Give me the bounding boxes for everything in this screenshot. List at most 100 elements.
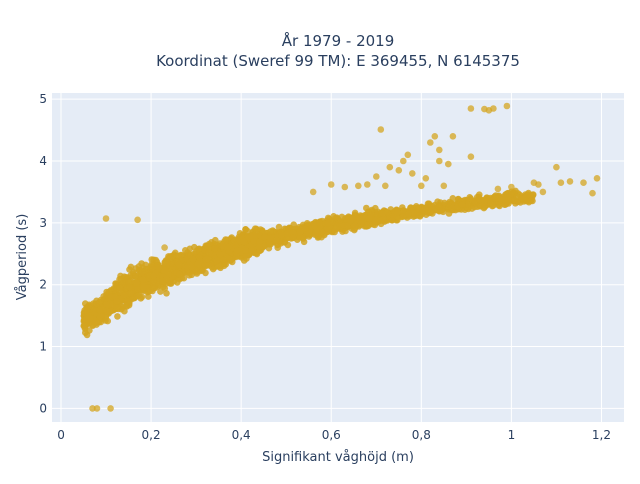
data-point [418,182,425,190]
data-point [138,268,146,276]
data-point [277,231,285,239]
x-axis-label: Signifikant våghöjd (m) [262,450,414,465]
data-point [148,256,155,263]
data-point [267,228,274,235]
data-point [458,201,466,208]
data-point [444,200,452,208]
data-point [285,225,292,232]
y-tick-labels: 0 1 2 3 4 5 [39,92,47,415]
x-tick-labels: 0 0,2 0,4 0,6 0,8 1 1,2 [57,428,611,442]
data-point [216,251,224,258]
data-point [180,274,188,282]
data-point [351,222,359,229]
data-point [311,222,318,230]
y-tick-label: 2 [39,278,47,292]
x-tick-label: 1 [508,428,516,442]
data-point [363,221,371,229]
data-point [394,208,401,216]
data-point [248,247,255,254]
data-point [347,217,354,224]
data-point [467,153,475,160]
data-point [105,288,113,296]
data-point [535,181,542,188]
data-point [161,268,168,275]
data-point [157,288,164,295]
data-point [400,213,407,220]
data-point [296,228,304,236]
data-point [127,290,134,297]
data-point [409,170,416,177]
data-point [161,244,168,251]
data-point [491,193,499,200]
data-point [189,255,197,263]
data-point [468,205,476,212]
data-point [449,133,457,140]
data-point [490,105,497,112]
data-point [566,178,574,185]
data-point [187,263,195,271]
data-point [251,225,259,232]
data-point [148,264,156,272]
data-point [431,133,439,140]
data-point [309,188,317,196]
y-tick-label: 4 [39,154,47,168]
data-point [106,308,113,315]
data-point [96,306,103,314]
x-tick-label: 0 [57,428,65,442]
data-point [508,188,515,195]
data-point [85,314,92,322]
data-point [395,167,403,174]
data-point [102,215,110,222]
data-point [213,257,221,265]
data-point [266,235,274,242]
data-point [376,217,384,225]
data-point [289,234,297,241]
data-point [539,188,547,196]
data-point [83,305,91,312]
data-point [150,272,157,280]
data-point [125,278,132,285]
data-point [427,209,435,216]
data-point [195,245,202,253]
data-point [222,236,229,243]
data-point [175,261,183,269]
data-point [283,230,291,238]
data-point [296,233,304,241]
data-point [164,259,171,267]
data-point [114,313,121,320]
data-point [371,217,379,225]
data-point [150,277,157,285]
data-point [266,241,273,248]
data-point [120,292,127,299]
data-point [467,105,475,112]
data-point [93,405,101,412]
data-point [93,300,100,308]
data-point [166,253,174,260]
data-point [217,262,224,270]
data-point [290,221,298,228]
data-point [327,181,335,188]
data-point [525,191,532,198]
data-point [436,157,443,165]
data-point [176,270,183,278]
data-point [593,175,601,182]
data-point [481,203,488,211]
data-point [240,238,248,246]
data-point [503,102,511,110]
data-point [186,272,193,279]
data-point [281,239,288,246]
data-point [134,216,141,224]
data-point [553,163,560,171]
data-point [247,233,255,240]
data-point [134,285,142,293]
data-point [219,256,227,263]
chart-title-line1: År 1979 - 2019 [282,31,395,50]
data-point [113,304,121,312]
data-point [316,219,324,227]
data-point [301,225,309,232]
data-point [139,276,147,283]
data-point [422,175,430,182]
data-point [445,160,452,168]
data-point [357,220,365,228]
data-point [332,225,340,233]
